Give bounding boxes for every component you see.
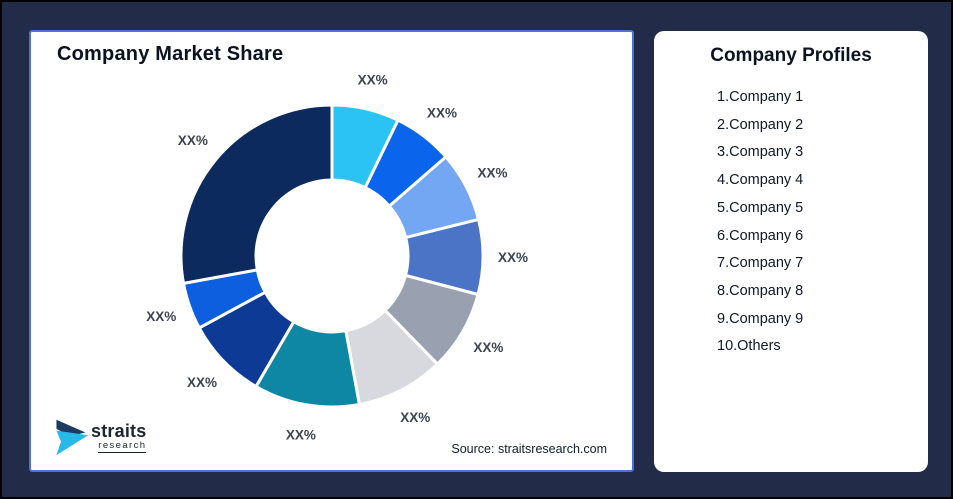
segment-value-label: XX% [400, 410, 430, 425]
segment-value-label: XX% [358, 73, 388, 88]
company-list: 1.Company 1 2.Company 2 3.Company 3 4.Compa… [654, 84, 928, 361]
company-profiles-card: Company Profiles 1.Company 1 2.Company 2 3… [654, 31, 928, 472]
logo-text: straits research [91, 420, 147, 453]
company-list-item: 3.Company 3 [717, 144, 804, 161]
company-list-item: 4.Company 4 [717, 172, 804, 189]
logo-wordmark: straits [91, 420, 147, 441]
company-list-item: 9.Company 9 [717, 310, 804, 327]
market-share-card: Company Market Share XX% XX% XX% XX% XX% XX% X… [29, 30, 634, 472]
company-list-item: 2.Company 2 [717, 116, 804, 133]
company-list-item: 1.Company 1 [717, 89, 804, 105]
company-list-item: 5.Company 5 [717, 199, 804, 216]
segment-value-label: XX% [427, 105, 457, 120]
profiles-title: Company Profiles [710, 45, 872, 66]
source-attribution: Source: straitsresearch.com [451, 442, 607, 456]
segment-value-label: XX% [178, 133, 208, 148]
straits-logo-icon [56, 419, 89, 456]
company-list-item: 10.Others [717, 338, 781, 355]
logo-arrow-cyan [56, 430, 89, 456]
donut-segment-others [179, 103, 334, 285]
donut-chart: XX% XX% XX% XX% XX% XX% XX% XX% XX% XX% [146, 73, 528, 443]
segment-value-label: XX% [498, 250, 528, 265]
logo-subtitle: research [98, 439, 147, 453]
segment-value-label: XX% [473, 340, 503, 355]
segment-value-label: XX% [286, 427, 316, 442]
segment-value-label: XX% [477, 165, 507, 180]
company-list-item: 8.Company 8 [717, 282, 804, 299]
company-list-item: 6.Company 6 [717, 227, 804, 244]
segment-value-label: XX% [187, 375, 217, 390]
segment-value-label: XX% [146, 309, 176, 324]
company-list-item: 7.Company 7 [717, 255, 804, 272]
straits-research-logo: straits research [51, 416, 147, 458]
chart-title: Company Market Share [57, 43, 284, 65]
